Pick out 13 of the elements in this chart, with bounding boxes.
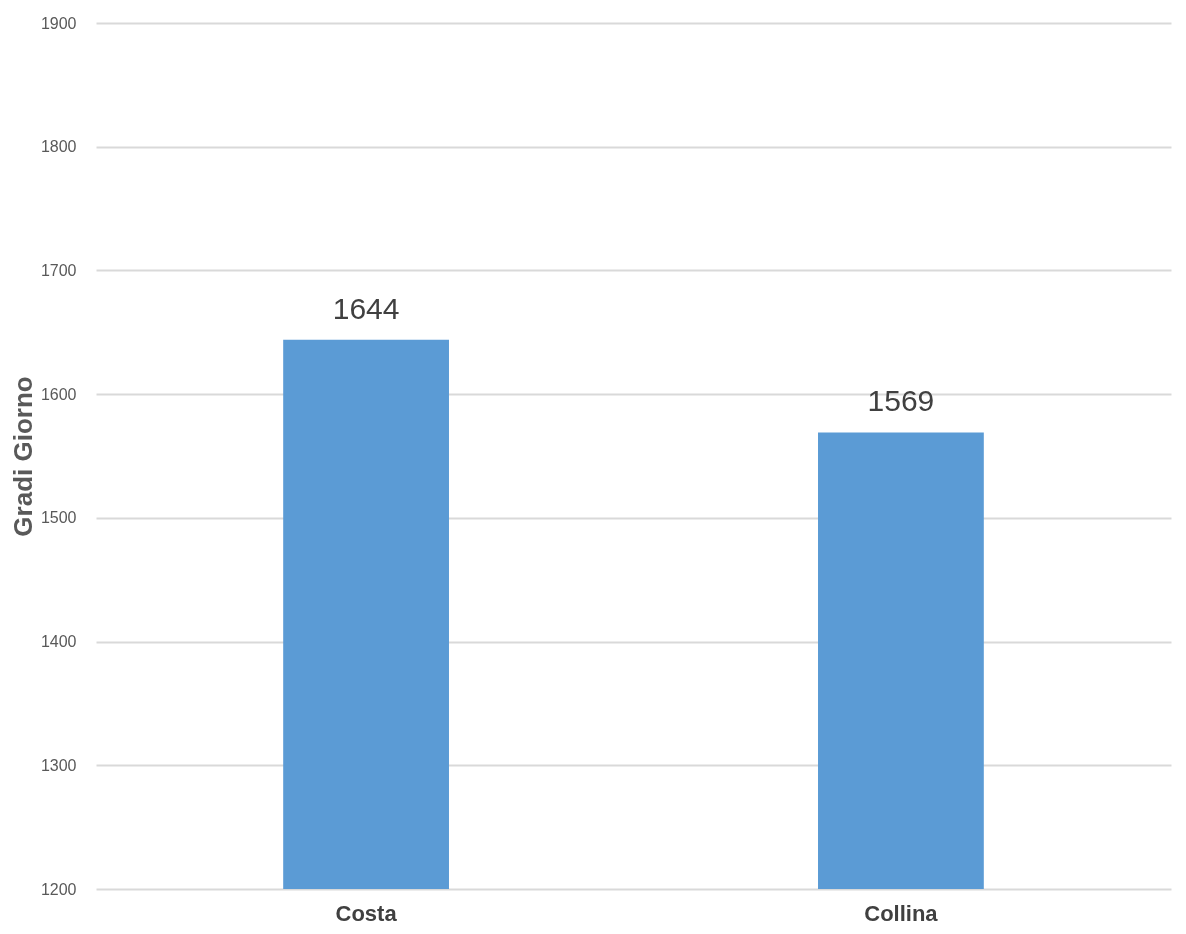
x-tick-label: Costa	[335, 900, 398, 926]
data-label: 1569	[867, 384, 935, 418]
y-tick-label: 1500	[40, 509, 77, 527]
y-tick-label: 1700	[40, 261, 77, 279]
data-label: 1644	[332, 291, 400, 325]
y-tick-label: 1300	[40, 756, 77, 774]
y-tick-label: 1800	[40, 138, 77, 156]
x-tick-label: Collina	[864, 900, 939, 926]
y-tick-label: 1900	[40, 14, 77, 32]
y-tick-label: 1200	[40, 880, 77, 898]
y-axis-title: Gradi Giorno	[7, 376, 38, 537]
y-tick-label: 1400	[40, 633, 77, 651]
y-tick-label: 1600	[40, 385, 77, 403]
